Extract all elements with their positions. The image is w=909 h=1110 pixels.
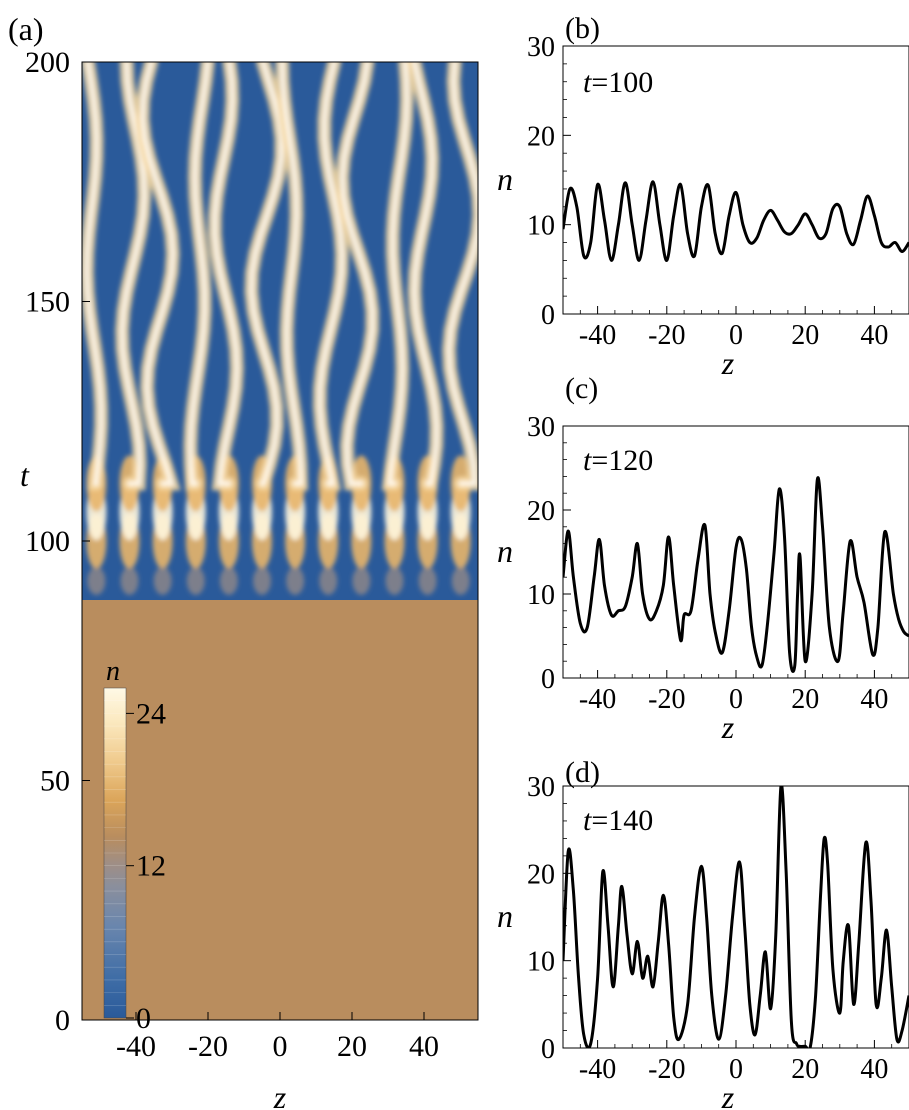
panel-c-label: (c) [565, 372, 598, 405]
heatmap-onset-blob [186, 566, 205, 595]
panel-b-x-label: z [721, 345, 735, 381]
xtick-label: 20 [791, 320, 819, 351]
heatmap-onset-blob [219, 566, 238, 595]
series-line-d [563, 786, 909, 1048]
colorbar-ticks: 0 12 24 [126, 697, 166, 1035]
heatmap-filament-core [84, 62, 104, 487]
ytick-label: 10 [527, 580, 555, 611]
heatmap-xtick-label: 20 [337, 1030, 367, 1063]
panel-d-label: (d) [565, 756, 600, 789]
panel-c-y-label: n [497, 533, 513, 569]
panel-a-label: (a) [8, 11, 44, 47]
xtick-label: 0 [729, 684, 743, 715]
heatmap-onset-blob [286, 566, 305, 595]
panel-d: (d) t=140 0 10 20 30 -40 -20 0 20 40 n z [497, 756, 909, 1110]
ytick-label: 10 [527, 211, 555, 242]
colorbar-tick-label: 0 [136, 1002, 151, 1035]
xtick-label: -20 [648, 1054, 685, 1085]
colorbar-bands [104, 700, 126, 1006]
heatmap-onset-blob [120, 566, 139, 595]
heatmap-filament-core [279, 62, 304, 487]
ytick-label: 10 [527, 947, 555, 978]
heatmap-filament-core [212, 62, 240, 487]
heatmap-onset-blob [451, 566, 470, 595]
heatmap-ytick-label: 150 [25, 286, 70, 319]
ytick-label: 30 [527, 412, 555, 443]
heatmap-filament-core [140, 62, 176, 487]
xtick-label: -40 [579, 1054, 616, 1085]
heatmap-y-axis: 0 50 100 150 200 [25, 46, 90, 1037]
heatmap-xtick-label: 0 [273, 1030, 288, 1063]
heatmap-filament-core [411, 62, 440, 487]
xtick-label: 40 [860, 684, 888, 715]
panel-b-annotation: t=100 [583, 66, 653, 99]
heatmap-xtick-label: 40 [409, 1030, 439, 1063]
ytick-label: 0 [541, 664, 555, 695]
colorbar-tick-label: 12 [136, 850, 166, 883]
heatmap-filament-core [187, 62, 211, 487]
ytick-label: 20 [527, 496, 555, 527]
heatmap-onset-blob [253, 566, 271, 595]
colorbar: n 0 12 24 [103, 656, 166, 1035]
xtick-label: 0 [729, 320, 743, 351]
panel-b: (b) t=100 0 10 20 30 -40 -20 0 20 40 n z [497, 12, 909, 381]
ytick-label: 20 [527, 859, 555, 890]
panel-d-x-label: z [721, 1079, 735, 1110]
panel-c: (c) t=120 0 10 20 30 -40 -20 0 20 40 n z [497, 372, 909, 745]
xtick-label: -40 [579, 684, 616, 715]
ytick-label: 20 [527, 121, 555, 152]
colorbar-label: n [106, 656, 120, 687]
heatmap-onset-blob [418, 566, 437, 595]
xtick-label: 40 [860, 320, 888, 351]
xtick-label: 0 [729, 1054, 743, 1085]
series-line-c [563, 476, 909, 673]
heatmap-x-label: z [273, 1079, 287, 1110]
series-line-b [563, 180, 909, 262]
heatmap-ytick-label: 50 [40, 765, 70, 798]
heatmap-filament-core [339, 62, 375, 487]
heatmap-onset-blob [319, 566, 338, 595]
panel-b-y-label: n [497, 161, 513, 197]
heatmap-onset-blob [385, 566, 404, 595]
panel-b-label: (b) [565, 12, 600, 45]
xtick-label: 40 [860, 1054, 888, 1085]
panel-c-annotation: t=120 [583, 444, 653, 477]
colorbar-tick-label: 24 [136, 697, 166, 730]
heatmap-x-axis: -40 -20 0 20 40 [116, 1012, 439, 1063]
xtick-label: -40 [579, 320, 616, 351]
heatmap-filament-core [317, 62, 345, 487]
ytick-label: 0 [541, 300, 555, 331]
panel-a: (a) 0 50 100 150 200 -40 -20 0 20 40 t z n 0 12 24 [8, 11, 479, 1110]
ytick-label: 0 [541, 1034, 555, 1065]
heatmap-filament-core [446, 62, 478, 487]
panel-d-y-label: n [497, 898, 513, 934]
xtick-label: 20 [791, 1054, 819, 1085]
heatmap-uniform-region [82, 600, 478, 1020]
ytick-label: 30 [527, 32, 555, 63]
heatmap-onset-blob [153, 566, 172, 595]
heatmap-filaments [82, 62, 478, 595]
heatmap-ytick-label: 200 [25, 46, 70, 79]
heatmap-onset-blob [87, 566, 106, 595]
xtick-label: 20 [791, 684, 819, 715]
colorbar-gradient [103, 687, 127, 1019]
heatmap-filament-core [248, 62, 284, 487]
heatmap-y-label: t [20, 457, 30, 493]
heatmap-filament-core [386, 62, 410, 487]
heatmap-onset-blob [352, 566, 371, 595]
series-group [563, 180, 909, 262]
xtick-label: -20 [648, 684, 685, 715]
heatmap-ytick-label: 100 [25, 525, 70, 558]
heatmap-xtick-label: -20 [188, 1030, 228, 1063]
panel-c-x-label: z [721, 709, 735, 745]
heatmap-ytick-label: 0 [55, 1004, 70, 1037]
xtick-label: -20 [648, 320, 685, 351]
heatmap-filament-core [119, 62, 147, 487]
heatmap-xtick-label: -40 [116, 1030, 156, 1063]
ytick-label: 30 [527, 772, 555, 803]
series-group [563, 476, 909, 673]
series-group [563, 786, 909, 1048]
panel-d-annotation: t=140 [583, 804, 653, 837]
